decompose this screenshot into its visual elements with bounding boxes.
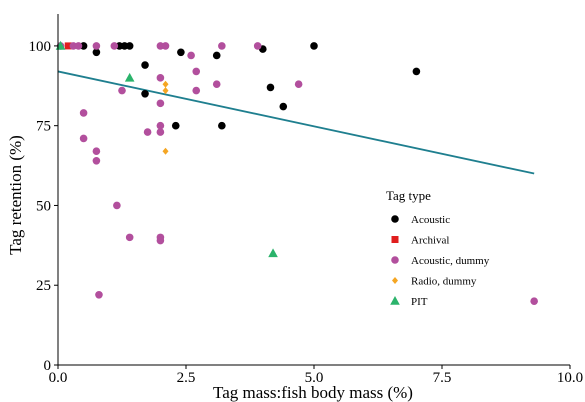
data-point-acoustic-dummy <box>125 233 134 242</box>
data-point-radio-dummy <box>162 87 169 95</box>
legend-marker-pit <box>390 296 400 305</box>
data-point-acoustic-dummy <box>156 121 165 130</box>
data-point-acoustic <box>177 48 185 57</box>
data-point-acoustic <box>266 83 275 92</box>
y-tick-label: 50 <box>36 198 51 214</box>
legend-marker-archival <box>391 236 399 243</box>
trend-line <box>57 70 535 175</box>
legend-item-pit: PIT <box>390 296 428 308</box>
data-point-archival <box>64 42 72 50</box>
legend-item-archival: Archival <box>391 235 449 247</box>
data-point-acoustic <box>218 121 226 130</box>
series-pit <box>55 40 278 258</box>
y-axis-label: Tag retention (%) <box>6 135 25 255</box>
data-point-acoustic <box>125 42 134 50</box>
y-tick-label: 100 <box>29 39 52 55</box>
data-point-acoustic-dummy <box>95 291 103 299</box>
x-tick-label: 2.5 <box>177 370 196 386</box>
legend-item-acoustic-dummy: Acoustic, dummy <box>391 255 490 267</box>
data-point-acoustic <box>212 51 221 60</box>
legend-label-acoustic-dummy: Acoustic, dummy <box>411 255 490 267</box>
legend-item-acoustic: Acoustic <box>391 214 450 226</box>
data-point-acoustic-dummy <box>156 99 165 108</box>
data-point-acoustic-dummy <box>212 80 221 88</box>
data-point-acoustic-dummy <box>79 109 88 117</box>
data-point-acoustic <box>412 67 421 76</box>
x-tick-label: 0.0 <box>49 370 68 386</box>
y-tick-label: 0 <box>44 358 52 374</box>
legend-label-pit: PIT <box>411 296 428 308</box>
tick-labels: 0.0 2.5 5.0 7.5 10.0 0 25 50 75 100 <box>29 39 584 386</box>
data-point-acoustic-dummy <box>161 42 170 50</box>
data-point-acoustic-dummy <box>118 86 126 95</box>
data-point-radio-dummy <box>162 147 169 155</box>
x-tick-label: 10.0 <box>557 370 583 386</box>
data-point-acoustic <box>171 121 180 130</box>
data-point-acoustic-dummy <box>110 42 119 50</box>
legend-item-radio-dummy: Radio, dummy <box>392 276 477 288</box>
data-point-acoustic <box>310 42 318 50</box>
data-point-acoustic-dummy <box>92 147 101 156</box>
data-point-radio-dummy <box>162 80 169 88</box>
x-tick-label: 7.5 <box>433 370 452 386</box>
data-point-acoustic-dummy <box>294 80 303 88</box>
data-point-acoustic-dummy <box>530 297 538 305</box>
y-tick-label: 25 <box>36 278 51 294</box>
data-point-acoustic-dummy <box>218 42 226 50</box>
x-tick-label: 5.0 <box>305 370 324 386</box>
series-archival <box>64 42 72 50</box>
axes <box>57 14 570 366</box>
data-point-acoustic-dummy <box>253 42 262 50</box>
series-radio-dummy <box>162 80 169 155</box>
data-point-acoustic-dummy <box>92 42 101 50</box>
legend: Tag type Acoustic Archival Acoustic, dummy R… <box>386 188 490 308</box>
y-tick-label: 75 <box>36 119 51 135</box>
data-point-acoustic <box>92 48 101 57</box>
data-point-acoustic <box>141 61 149 69</box>
data-point-acoustic-dummy <box>113 201 121 210</box>
series-acoustic <box>79 42 421 130</box>
data-point-acoustic-dummy <box>143 128 152 136</box>
data-point-acoustic-dummy <box>187 51 195 60</box>
data-point-pit <box>268 248 278 258</box>
data-point-acoustic-dummy <box>156 74 165 82</box>
data-point-acoustic-dummy <box>192 86 201 95</box>
legend-marker-acoustic-dummy <box>391 256 399 264</box>
data-point-acoustic-dummy <box>92 156 101 165</box>
series-acoustic-dummy <box>56 42 538 305</box>
data-point-acoustic-dummy <box>192 67 201 76</box>
data-point-pit <box>124 72 135 82</box>
legend-title: Tag type <box>386 188 431 203</box>
data-point-acoustic-dummy <box>79 134 88 143</box>
legend-marker-acoustic <box>391 215 399 223</box>
legend-label-archival: Archival <box>411 235 449 247</box>
data-point-acoustic-dummy <box>74 42 83 50</box>
x-axis-label: Tag mass:fish body mass (%) <box>213 383 413 402</box>
legend-marker-radio-dummy <box>392 277 398 284</box>
data-point-acoustic-dummy <box>156 128 165 136</box>
data-point-acoustic <box>279 102 288 111</box>
legend-label-acoustic: Acoustic <box>411 214 450 226</box>
legend-label-radio-dummy: Radio, dummy <box>411 276 477 288</box>
data-point-acoustic-dummy <box>156 236 165 245</box>
data-point-acoustic <box>141 89 149 98</box>
